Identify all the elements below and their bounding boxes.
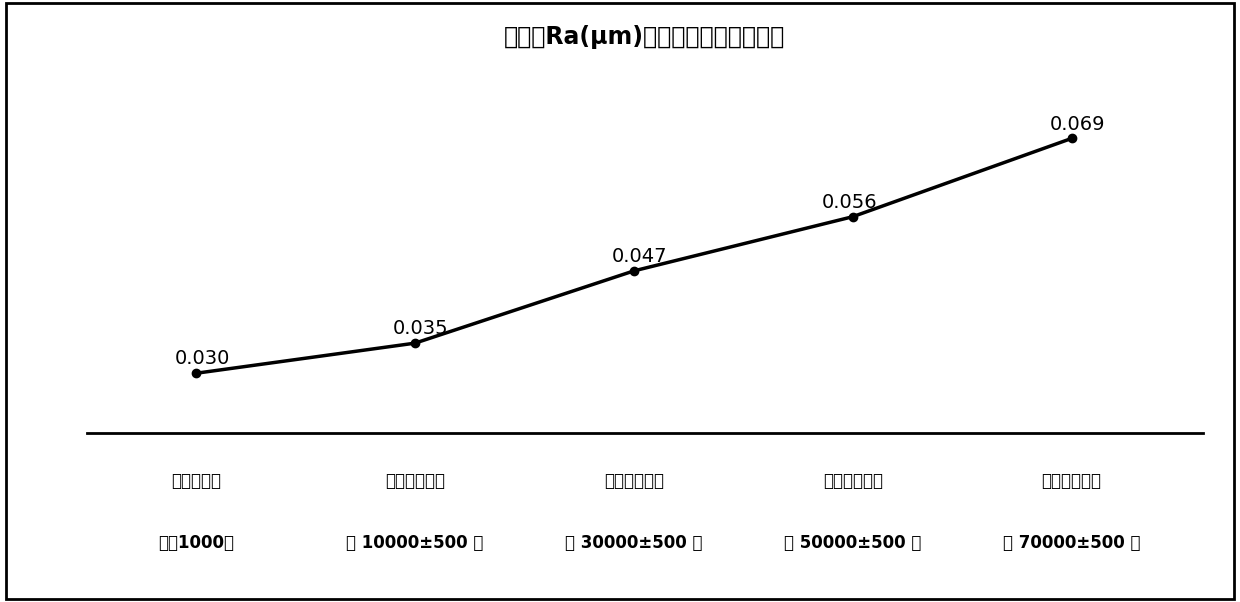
Text: 为 10000±500 片: 为 10000±500 片 [346,534,484,552]
Text: 加工硅片数: 加工硅片数 [171,471,221,489]
Text: 0.056: 0.056 [822,193,878,212]
Text: 0.047: 0.047 [613,247,667,266]
Text: 为 50000±500 片: 为 50000±500 片 [784,534,921,552]
Text: 加工硅片数量: 加工硅片数量 [386,471,445,489]
Text: 为 70000±500 片: 为 70000±500 片 [1003,534,1141,552]
Text: 加工硅片数量: 加工硅片数量 [604,471,663,489]
Title: 粗糙度Ra(μm)与酸腐蚀液寿命的关系: 粗糙度Ra(μm)与酸腐蚀液寿命的关系 [505,25,785,49]
Text: 0.069: 0.069 [1049,114,1105,134]
Text: 量＜1000片: 量＜1000片 [159,534,234,552]
Text: 加工硅片数量: 加工硅片数量 [1042,471,1101,489]
Text: 为 30000±500 片: 为 30000±500 片 [565,534,703,552]
Text: 0.030: 0.030 [175,349,229,368]
Text: 加工硅片数量: 加工硅片数量 [822,471,883,489]
Text: 0.035: 0.035 [393,319,449,338]
